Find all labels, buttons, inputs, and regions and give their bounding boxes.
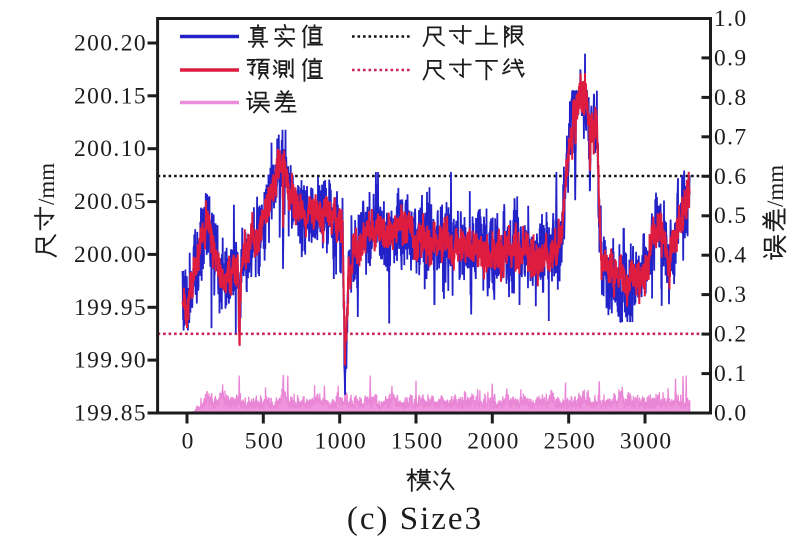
svg-text:2500: 2500 [544,429,597,455]
svg-text:0.1: 0.1 [714,361,748,387]
svg-text:3000: 3000 [620,429,673,455]
svg-text:/mm: /mm [34,163,59,205]
svg-text:0.2: 0.2 [714,322,748,348]
svg-text:200.05: 200.05 [74,189,147,215]
svg-text:199.90: 199.90 [74,348,147,374]
svg-text:0.3: 0.3 [714,282,748,308]
svg-text:200.00: 200.00 [74,242,147,268]
svg-text:1500: 1500 [391,429,444,455]
svg-text:/mm: /mm [763,165,788,207]
svg-text:200.20: 200.20 [74,31,147,57]
svg-text:0.4: 0.4 [714,243,748,269]
svg-text:199.95: 199.95 [74,295,147,321]
svg-text:200.10: 200.10 [74,136,147,162]
svg-text:0.8: 0.8 [714,85,748,111]
svg-text:(c) Size3: (c) Size3 [347,501,483,537]
svg-text:2000: 2000 [467,429,520,455]
svg-text:199.85: 199.85 [74,401,147,427]
svg-text:0.9: 0.9 [714,45,748,71]
svg-text:0: 0 [182,429,195,455]
svg-text:1000: 1000 [315,429,368,455]
svg-text:200.15: 200.15 [74,83,147,109]
svg-text:500: 500 [245,429,284,455]
svg-text:1.0: 1.0 [714,6,748,32]
svg-text:0.7: 0.7 [714,124,748,150]
svg-text:0.0: 0.0 [714,401,748,427]
svg-text:0.5: 0.5 [714,203,748,229]
svg-text:0.6: 0.6 [714,164,748,190]
